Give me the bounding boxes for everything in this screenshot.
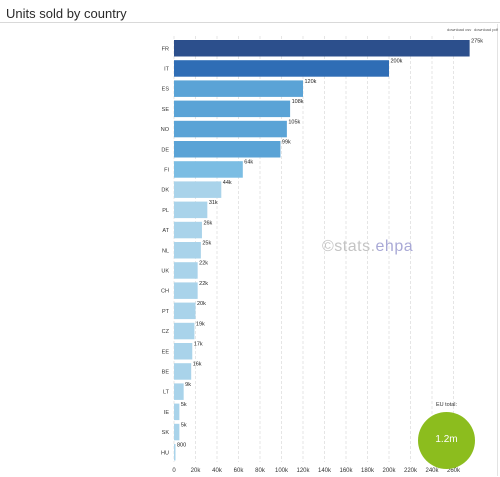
bar-de <box>174 141 281 158</box>
x-tick-label: 200k <box>382 468 396 474</box>
download-pdf-link[interactable]: download pdf <box>474 27 498 32</box>
category-label: EE <box>162 349 170 355</box>
value-label: 5k <box>181 422 187 428</box>
category-label: AT <box>162 228 169 234</box>
x-tick-label: 180k <box>361 468 375 474</box>
bar-hu <box>174 444 176 461</box>
x-tick-label: 140k <box>318 468 332 474</box>
bar-ch <box>174 282 198 299</box>
stats-ehpa-watermark: ©stats.ehpa <box>322 238 413 256</box>
bar-cz <box>174 322 195 340</box>
eu-total-value: 1.2m <box>435 434 458 445</box>
bar-sk <box>174 423 180 441</box>
category-label: PT <box>162 309 170 315</box>
bar-no <box>174 120 287 138</box>
value-label: 26k <box>203 220 212 226</box>
value-label: 19k <box>196 321 205 327</box>
value-label: 120k <box>305 79 317 85</box>
value-labels: 275k 200k 120k 108k 105k 99k 64k 44k 31k 26k 25k 22… <box>177 39 483 449</box>
category-label: CH <box>161 289 169 295</box>
category-label: DK <box>161 188 169 194</box>
x-tick-label: 220k <box>404 468 418 474</box>
bar-pl <box>174 201 208 219</box>
value-label: 5k <box>181 402 187 408</box>
category-label: HU <box>161 450 169 456</box>
value-label: 275k <box>471 39 483 45</box>
bar-lt <box>174 383 184 400</box>
value-label: 200k <box>391 59 403 65</box>
value-label: 20k <box>197 301 206 307</box>
category-label: UK <box>161 268 169 274</box>
value-label: 108k <box>292 99 304 105</box>
download-csv-link[interactable]: download csv <box>447 27 472 32</box>
category-labels: FR IT ES SE NO DE FI DK PL AT NL UK CH PT CZ EE BE LT IE SK… <box>161 46 170 456</box>
x-axis-tick-labels: 0 20k 40k 60k 80k 100k 120k 140k 160k 180k 200k 220… <box>172 468 461 474</box>
value-label: 31k <box>209 200 218 206</box>
watermark-part-stats: ©stats. <box>322 238 376 255</box>
category-label: SK <box>162 430 170 436</box>
bar-se <box>174 100 291 118</box>
x-tick-label: 120k <box>296 468 310 474</box>
category-label: NL <box>162 248 169 254</box>
bar-be <box>174 363 192 380</box>
category-label: NO <box>161 127 170 133</box>
x-tick-label: 60k <box>234 468 245 474</box>
bar-ee <box>174 343 193 360</box>
category-label: SE <box>162 107 170 113</box>
category-label: PL <box>162 208 169 214</box>
category-label: DE <box>161 147 169 153</box>
bar-at <box>174 221 202 239</box>
chart-title: Units sold by country <box>6 6 127 21</box>
value-label: 800 <box>177 443 186 449</box>
value-label: 99k <box>282 140 291 146</box>
value-label: 16k <box>193 362 202 368</box>
category-label: ES <box>162 87 170 93</box>
value-label: 9k <box>185 382 191 388</box>
bar-it <box>174 60 389 77</box>
category-label: IE <box>164 410 170 416</box>
bar-fr <box>174 40 470 57</box>
bar-es <box>174 80 303 97</box>
category-label: BE <box>162 369 170 375</box>
x-tick-label: 20k <box>191 468 202 474</box>
title-divider <box>0 22 500 23</box>
bar-uk <box>174 262 198 279</box>
x-tick-label: 260k <box>447 468 461 474</box>
value-label: 22k <box>199 261 208 267</box>
value-label: 22k <box>199 281 208 287</box>
value-label: 105k <box>288 119 300 125</box>
eu-total-label: EU total: <box>435 402 458 408</box>
x-tick-label: 80k <box>255 468 266 474</box>
bar-nl <box>174 242 201 259</box>
bars <box>174 40 470 461</box>
bar-pt <box>174 302 196 320</box>
bar-dk <box>174 181 222 198</box>
x-tick-label: 160k <box>339 468 353 474</box>
bar-ie <box>174 403 180 421</box>
category-label: LT <box>163 390 170 396</box>
bar-fi <box>174 161 243 178</box>
watermark-part-ehpa: ehpa <box>375 238 414 255</box>
x-tick-label: 0 <box>172 468 176 474</box>
value-label: 25k <box>202 241 211 247</box>
category-label: CZ <box>162 329 170 335</box>
x-tick-label: 240k <box>425 468 439 474</box>
chart-frame <box>0 24 498 476</box>
category-label: IT <box>164 66 170 72</box>
eu-total-circle <box>418 412 475 469</box>
value-label: 64k <box>244 160 253 166</box>
category-label: FR <box>162 46 169 52</box>
value-label: 44k <box>223 180 232 186</box>
x-tick-label: 100k <box>275 468 289 474</box>
x-tick-label: 40k <box>212 468 223 474</box>
value-label: 17k <box>194 342 203 348</box>
category-label: FI <box>164 167 169 173</box>
